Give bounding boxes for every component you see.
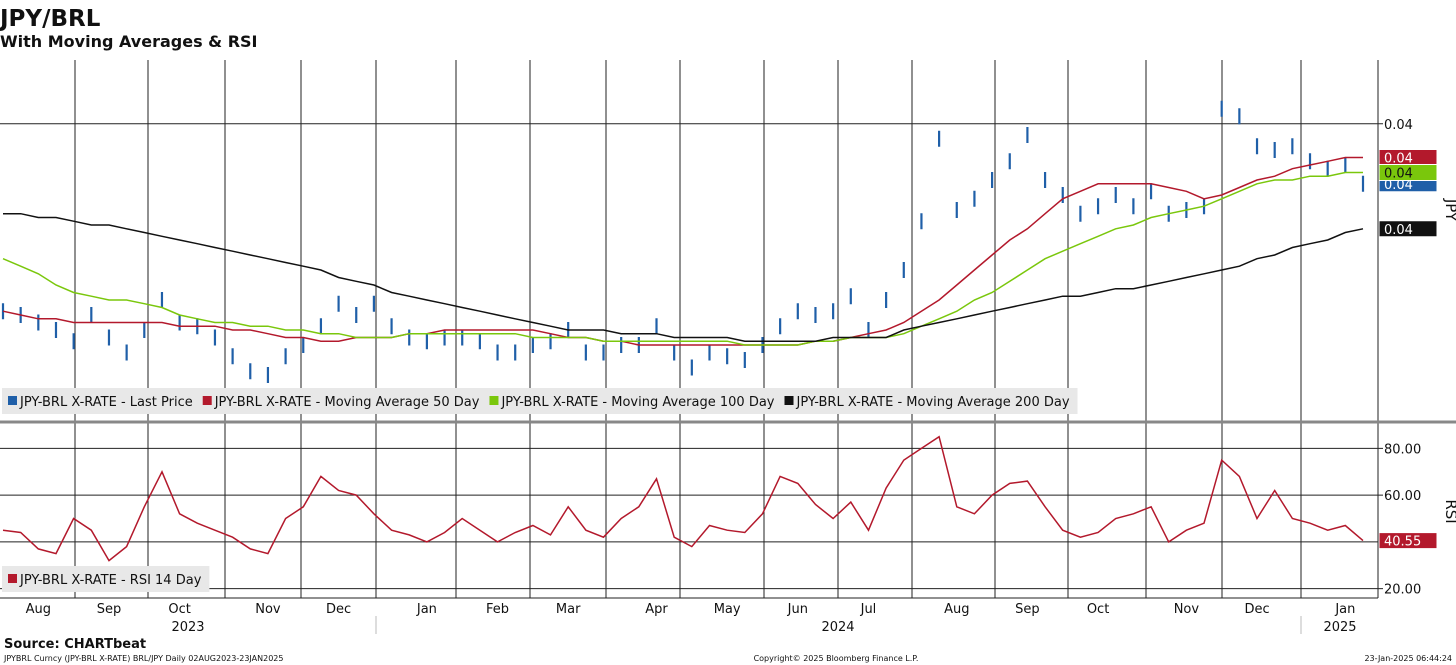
series-line (2, 156, 1363, 346)
x-tick-label: Nov (255, 602, 281, 617)
end-label: 0.04 (1384, 178, 1413, 193)
legend-label: JPY-BRL X-RATE - Moving Average 200 Day (796, 395, 1070, 410)
legend-swatch (489, 396, 499, 405)
y-tick-label: 20.00 (1384, 583, 1421, 598)
x-tick-label: Dec (326, 602, 351, 617)
x-tick-label: Dec (1244, 602, 1269, 617)
y-axis-label: RSI (1442, 499, 1456, 523)
end-label: 40.55 (1384, 535, 1421, 550)
legend: JPY-BRL X-RATE - Last Price JPY-BRL X-RAT… (2, 388, 1078, 414)
legend-label: JPY-BRL X-RATE - RSI 14 Day (19, 573, 202, 588)
end-label-box (1378, 532, 1438, 550)
x-tick-label: Nov (1174, 602, 1200, 617)
timestamp: 23-Jan-2025 06:44:24 (1364, 654, 1452, 663)
legend-label: JPY-BRL X-RATE - Moving Average 100 Day (500, 395, 774, 410)
y-tick-label: 0.04 (1384, 118, 1413, 133)
month-grid (0, 60, 1456, 634)
series-line (2, 435, 1364, 562)
series-line (2, 171, 1363, 346)
chart-title: JPY/BRL (0, 6, 101, 32)
legend-swatch (8, 574, 17, 583)
year-label: 2025 (1323, 620, 1356, 635)
x-tick-label: Aug (26, 602, 51, 617)
x-tick-label: Jan (416, 602, 437, 617)
x-tick-label: Oct (168, 602, 190, 617)
legend-label: JPY-BRL X-RATE - Moving Average 50 Day (214, 395, 480, 410)
series-line (3, 212, 1364, 342)
year-label: 2024 (821, 620, 854, 635)
end-label: 0.04 (1384, 152, 1413, 167)
legend-label: JPY-BRL X-RATE - Last Price (19, 395, 193, 410)
legend-swatch (784, 396, 794, 405)
copyright: Copyright© 2025 Bloomberg Finance L.P. (754, 654, 919, 663)
legend-bg (2, 566, 210, 592)
x-tick-label: Feb (486, 602, 509, 617)
source: Source: CHARTbeat (4, 637, 146, 652)
y-tick-label: 60.00 (1384, 489, 1421, 504)
x-tick-label: Jul (860, 602, 877, 617)
end-label: 0.04 (1384, 167, 1413, 182)
y-tick-label: 80.00 (1384, 442, 1421, 457)
x-tick-label: Sep (1015, 602, 1040, 617)
x-tick-label: Oct (1087, 602, 1109, 617)
x-tick-label: Aug (944, 602, 969, 617)
legend-swatch (8, 396, 17, 405)
x-tick-label: Jan (1334, 602, 1355, 617)
x-tick-label: Sep (97, 602, 122, 617)
chart-subtitle: With Moving Averages & RSI (0, 32, 257, 51)
x-tick-label: May (714, 602, 741, 617)
ticker-note: JPYBRL Curncy (JPY-BRL X-RATE) BRL/JPY D… (3, 654, 283, 663)
x-tick-label: Mar (556, 602, 581, 617)
end-label-box (1378, 164, 1438, 181)
end-label-box (1378, 220, 1438, 238)
y-axis-label: JPY (1442, 198, 1456, 222)
end-label: 0.04 (1384, 223, 1413, 238)
x-tick-label: Jun (787, 602, 808, 617)
year-label: 2023 (171, 620, 204, 635)
x-tick-label: Apr (645, 602, 668, 617)
legend-bg (2, 388, 1078, 414)
legend-swatch (202, 396, 212, 405)
legend: JPY-BRL X-RATE - RSI 14 Day (2, 566, 210, 592)
